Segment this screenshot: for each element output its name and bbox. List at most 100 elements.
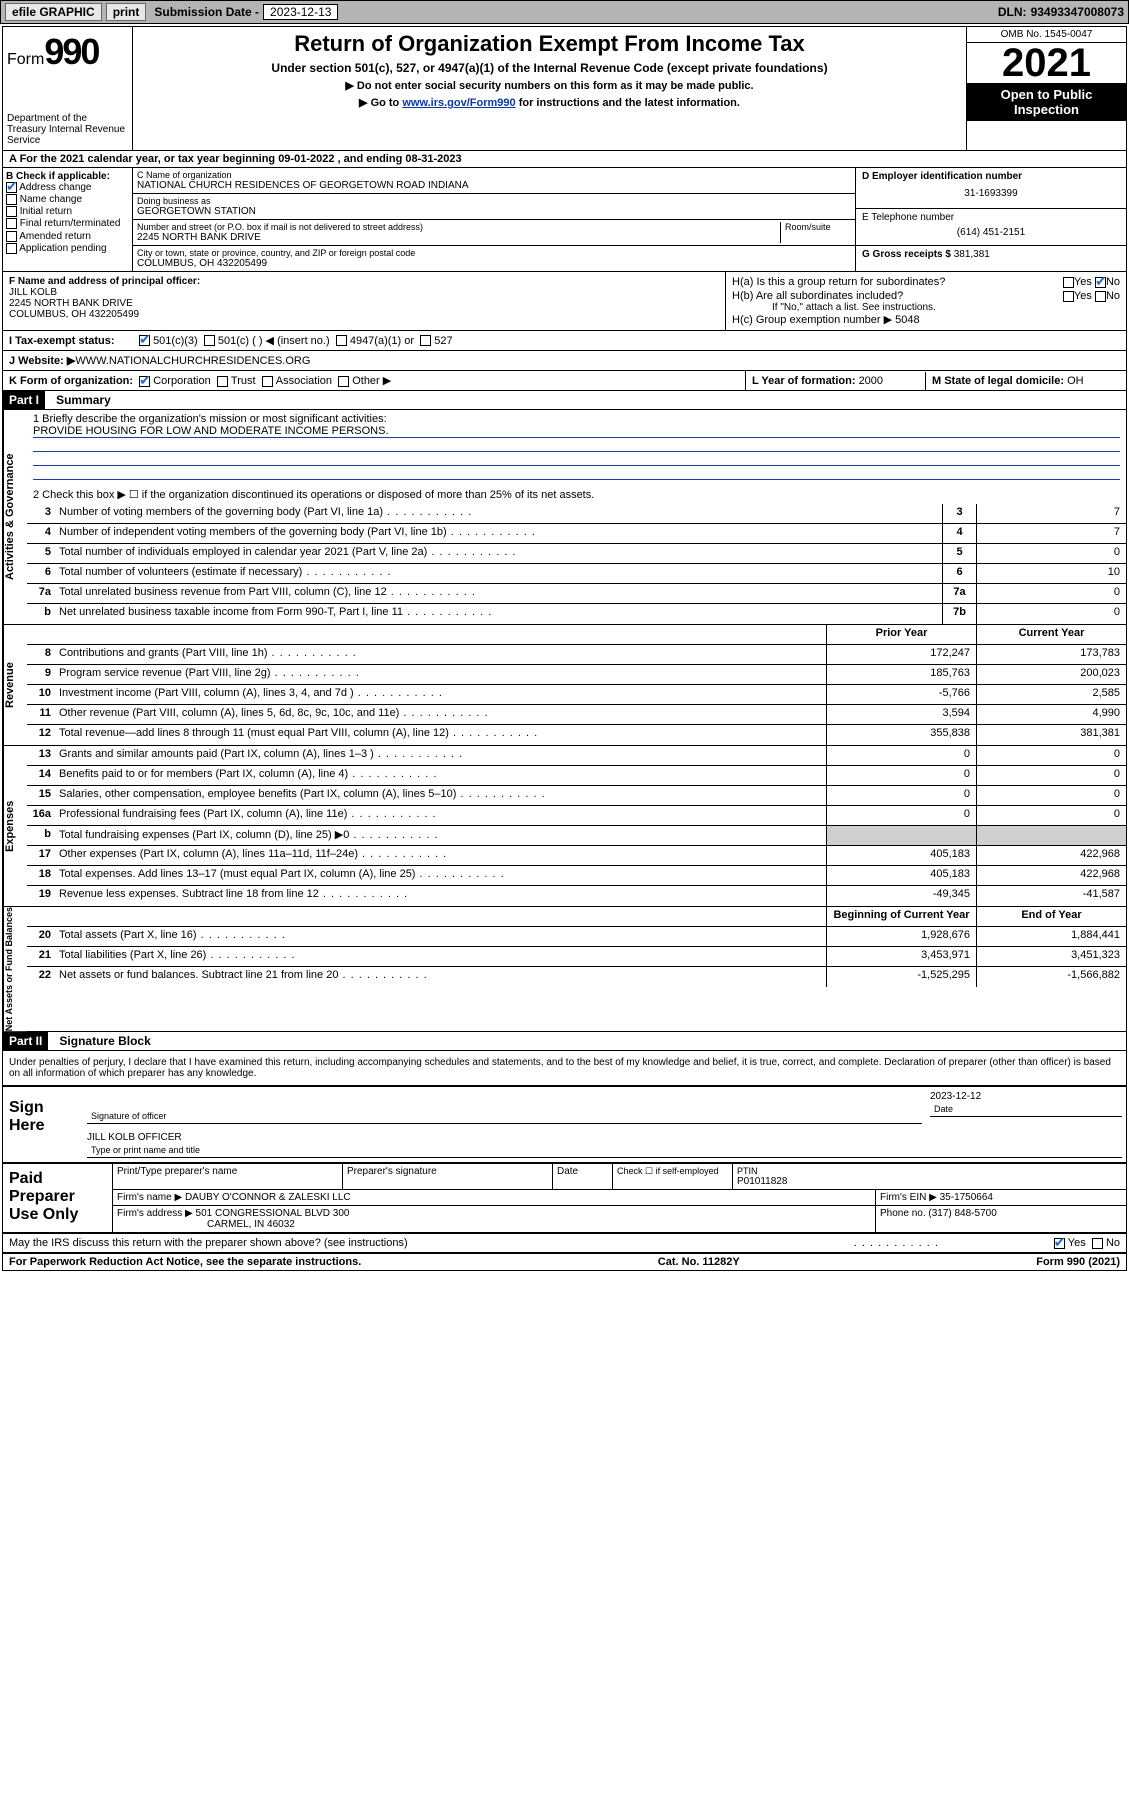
b-check-item: Initial return <box>6 206 129 217</box>
prior-value: -49,345 <box>826 886 976 906</box>
sig-date: 2023-12-12 <box>930 1091 1122 1102</box>
tax-year: 2021 <box>967 43 1126 83</box>
no-label-3: No <box>1106 1237 1120 1249</box>
line-desc: Grants and similar amounts paid (Part IX… <box>55 746 826 765</box>
part-1-header: Part I Summary <box>3 391 1126 410</box>
j-label: J Website: ▶ <box>9 354 75 367</box>
data-row: 17 Other expenses (Part IX, column (A), … <box>27 846 1126 866</box>
row-a-tax-year: A For the 2021 calendar year, or tax yea… <box>3 151 1126 168</box>
part-2-header: Part II Signature Block <box>3 1032 1126 1051</box>
k-corp-checkbox[interactable] <box>139 376 150 387</box>
b-checkbox-0[interactable] <box>6 182 17 193</box>
line-desc: Professional fundraising fees (Part IX, … <box>55 806 826 825</box>
name-label: C Name of organization <box>137 170 851 180</box>
phone-label: E Telephone number <box>862 212 1120 223</box>
line-value: 7 <box>976 524 1126 543</box>
data-row: b Total fundraising expenses (Part IX, c… <box>27 826 1126 846</box>
line-desc: Total revenue—add lines 8 through 11 (mu… <box>55 725 826 745</box>
line-box: 3 <box>942 504 976 523</box>
firm-name-label: Firm's name ▶ <box>117 1192 185 1203</box>
spacer <box>27 625 55 644</box>
street-label: Number and street (or P.O. box if mail i… <box>137 222 776 232</box>
pra-notice: For Paperwork Reduction Act Notice, see … <box>9 1256 361 1268</box>
line-box: 4 <box>942 524 976 543</box>
ha-yes-checkbox[interactable] <box>1063 277 1074 288</box>
b-checkbox-5[interactable] <box>6 243 17 254</box>
gov-row: 3 Number of voting members of the govern… <box>27 504 1126 524</box>
b-checkbox-2[interactable] <box>6 206 17 217</box>
hc-value: 5048 <box>895 314 919 326</box>
form-number: 990 <box>44 31 98 72</box>
q1-value: PROVIDE HOUSING FOR LOW AND MODERATE INC… <box>33 425 1120 438</box>
yes-label-3: Yes <box>1068 1237 1086 1249</box>
prior-value: 405,183 <box>826 866 976 885</box>
k-assoc-checkbox[interactable] <box>262 376 273 387</box>
paid-preparer-label: Paid Preparer Use Only <box>3 1164 113 1232</box>
irs-link[interactable]: www.irs.gov/Form990 <box>402 97 515 109</box>
city-value: COLUMBUS, OH 432205499 <box>137 258 851 269</box>
section-de: D Employer identification number 31-1693… <box>856 168 1126 271</box>
prior-year-header: Prior Year <box>826 625 976 644</box>
line-box: 7a <box>942 584 976 603</box>
i-4947-checkbox[interactable] <box>336 335 347 346</box>
begin-year-header: Beginning of Current Year <box>826 907 976 926</box>
side-expenses: Expenses <box>3 746 27 906</box>
k-other-checkbox[interactable] <box>338 376 349 387</box>
i-527-checkbox[interactable] <box>420 335 431 346</box>
line-num: 21 <box>27 947 55 966</box>
line-desc: Revenue less expenses. Subtract line 18 … <box>55 886 826 906</box>
k-opt1: Corporation <box>153 375 210 387</box>
i-opt3: 4947(a)(1) or <box>350 335 414 347</box>
b-checkbox-1[interactable] <box>6 194 17 205</box>
part1-title: Summary <box>48 391 119 409</box>
data-row: 22 Net assets or fund balances. Subtract… <box>27 967 1126 987</box>
page-footer: For Paperwork Reduction Act Notice, see … <box>3 1254 1126 1270</box>
print-button[interactable]: print <box>106 3 147 21</box>
line-desc: Total liabilities (Part X, line 26) <box>55 947 826 966</box>
prior-value: -5,766 <box>826 685 976 704</box>
m-label: M State of legal domicile: <box>932 375 1067 387</box>
line-desc: Number of voting members of the governin… <box>55 504 942 523</box>
b-checkbox-3[interactable] <box>6 218 17 229</box>
dln-value: 93493347008073 <box>1031 5 1124 19</box>
line-num: 12 <box>27 725 55 745</box>
data-row: 15 Salaries, other compensation, employe… <box>27 786 1126 806</box>
prep-date-label: Date <box>553 1164 613 1189</box>
b-checkbox-4[interactable] <box>6 231 17 242</box>
gov-row: 4 Number of independent voting members o… <box>27 524 1126 544</box>
k-trust-checkbox[interactable] <box>217 376 228 387</box>
hb-no-checkbox[interactable] <box>1095 291 1106 302</box>
prior-value: 405,183 <box>826 846 976 865</box>
discuss-no-checkbox[interactable] <box>1092 1238 1103 1249</box>
part1-badge: Part I <box>3 391 45 409</box>
officer-typed: JILL KOLB OFFICER <box>87 1132 1122 1143</box>
form-word: Form <box>7 51 44 68</box>
side-activities-governance: Activities & Governance <box>3 410 27 624</box>
paid-preparer-block: Paid Preparer Use Only Print/Type prepar… <box>3 1164 1126 1234</box>
discuss-yes-checkbox[interactable] <box>1054 1238 1065 1249</box>
data-row: 12 Total revenue—add lines 8 through 11 … <box>27 725 1126 745</box>
b-check-item: Final return/terminated <box>6 218 129 229</box>
data-row: 21 Total liabilities (Part X, line 26) 3… <box>27 947 1126 967</box>
line-desc: Other expenses (Part IX, column (A), lin… <box>55 846 826 865</box>
i-501c-checkbox[interactable] <box>204 335 215 346</box>
line-num: 13 <box>27 746 55 765</box>
data-row: 19 Revenue less expenses. Subtract line … <box>27 886 1126 906</box>
section-c: C Name of organization NATIONAL CHURCH R… <box>133 168 856 271</box>
firm-addr-label: Firm's address ▶ <box>117 1208 196 1219</box>
data-row: 14 Benefits paid to or for members (Part… <box>27 766 1126 786</box>
street-value: 2245 NORTH BANK DRIVE <box>137 232 776 243</box>
data-row: 13 Grants and similar amounts paid (Part… <box>27 746 1126 766</box>
k-opt3: Association <box>276 375 332 387</box>
form-header: Form990 Department of the Treasury Inter… <box>3 27 1126 151</box>
section-b: B Check if applicable: Address change Na… <box>3 168 133 271</box>
i-501c3-checkbox[interactable] <box>139 335 150 346</box>
line-num: 18 <box>27 866 55 885</box>
dept-label: Department of the Treasury Internal Reve… <box>7 113 128 146</box>
line-num: 14 <box>27 766 55 785</box>
current-value: 4,990 <box>976 705 1126 724</box>
hb-yes-checkbox[interactable] <box>1063 291 1074 302</box>
firm-addr2: CARMEL, IN 46032 <box>117 1219 871 1230</box>
ha-no-checkbox[interactable] <box>1095 277 1106 288</box>
prior-value: 1,928,676 <box>826 927 976 946</box>
